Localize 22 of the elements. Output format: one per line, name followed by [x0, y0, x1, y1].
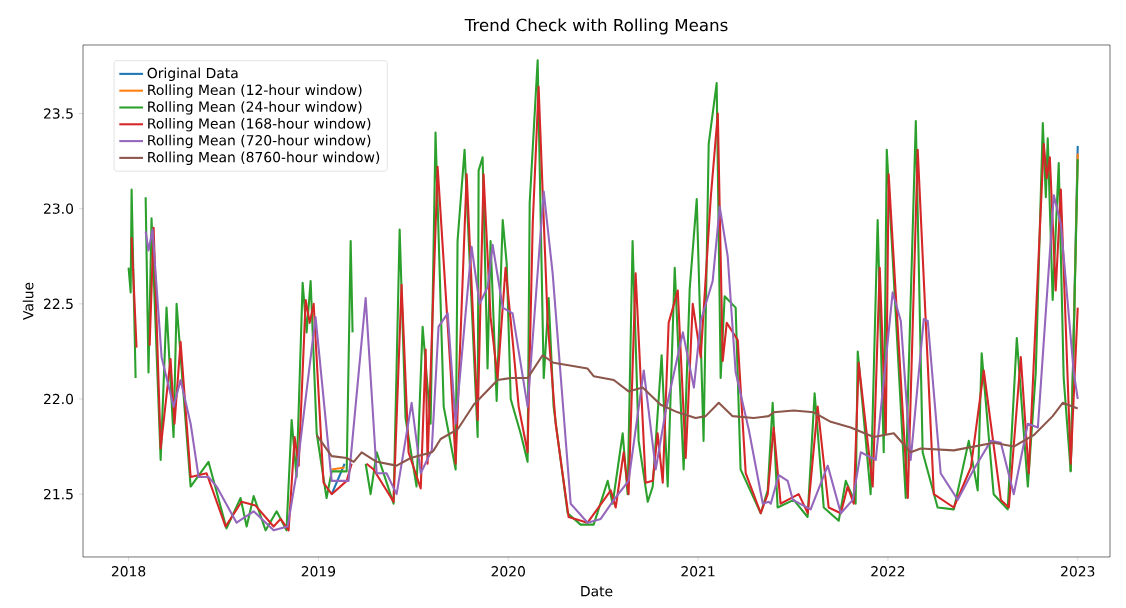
x-tick-label: 2020	[491, 566, 525, 577]
line-series	[144, 190, 1079, 532]
y-tick-label: 23.0	[44, 203, 74, 214]
y-tick-label: 22.5	[44, 298, 73, 310]
x-tick-label: 2023	[1061, 566, 1095, 577]
legend-label: Rolling Mean (12-hour window)	[148, 84, 362, 98]
x-tick-label: 2021	[681, 566, 715, 577]
x-axis-title: Date	[581, 586, 613, 597]
legend-label: Original Data	[147, 67, 238, 82]
line-series	[315, 354, 1079, 467]
legend-label: Rolling Mean (8760-hour window)	[148, 151, 380, 166]
legend-label: Rolling Mean (168-hour window)	[148, 117, 371, 132]
x-tick-label: 2022	[871, 566, 905, 577]
legend-label: Rolling Mean (720-hour window)	[148, 134, 371, 149]
y-tick-label: 22.0	[44, 393, 74, 405]
chart-title: Trend Check with Rolling Means	[464, 18, 728, 35]
legend-label: Rolling Mean (24-hour window)	[148, 101, 362, 115]
y-tick-label: 21.5	[44, 488, 73, 500]
x-tick-label: 2018	[111, 566, 146, 577]
y-tick-label: 23.5	[44, 108, 73, 119]
y-axis-title: Value	[22, 282, 34, 320]
x-tick-label: 2019	[301, 566, 336, 577]
